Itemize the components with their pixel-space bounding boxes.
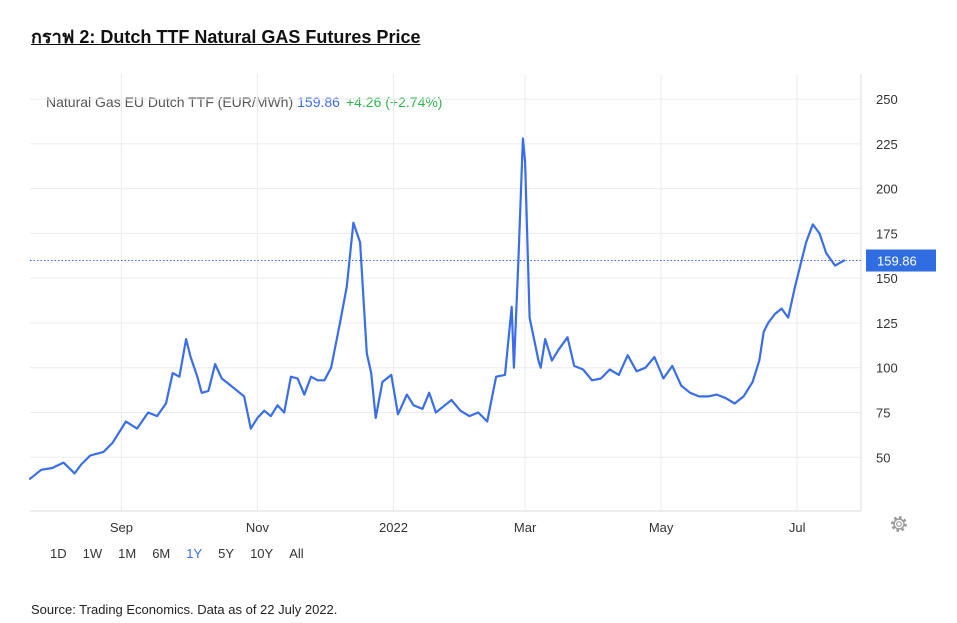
series-name: Natural Gas EU Dutch TTF (EUR/MWh) [46, 94, 294, 110]
range-all[interactable]: All [289, 546, 304, 561]
y-tick-label: 125 [876, 316, 898, 331]
source-note: Source: Trading Economics. Data as of 22… [31, 602, 338, 617]
range-5y[interactable]: 5Y [218, 546, 235, 561]
series-last-value: 159.86 [297, 94, 340, 110]
y-tick-label: 50 [876, 450, 890, 465]
y-tick-label: 250 [876, 92, 898, 107]
y-tick-label: 200 [876, 182, 898, 197]
y-tick-label: 100 [876, 361, 898, 376]
last-value-tag-label: 159.86 [877, 254, 917, 269]
series-change: +4.26 (+2.74%) [345, 94, 443, 110]
x-tick-label: 2022 [379, 520, 408, 535]
price-series-line [28, 137, 846, 480]
last-value-tag [866, 249, 936, 272]
range-1m[interactable]: 1M [118, 546, 137, 561]
chart-heading: กราฟ 2: Dutch TTF Natural GAS Futures Pr… [31, 27, 421, 47]
x-tick-label: Jul [789, 520, 806, 535]
y-tick-label: 175 [876, 226, 898, 241]
x-tick-label: Sep [110, 520, 133, 535]
range-1w[interactable]: 1W [82, 546, 103, 561]
settings-gear-icon[interactable] [889, 514, 909, 534]
range-10y[interactable]: 10Y [250, 546, 274, 561]
y-tick-label: 150 [876, 271, 898, 286]
range-6m[interactable]: 6M [152, 546, 171, 561]
x-tick-label: Mar [514, 520, 537, 535]
y-tick-label: 225 [876, 137, 898, 152]
range-selector: 1D 1W 1M 6M 1Y 5Y 10Y All [50, 546, 320, 561]
range-1y[interactable]: 1Y [186, 546, 203, 561]
x-tick-label: Nov [246, 520, 270, 535]
x-tick-label: May [649, 520, 674, 535]
series-legend: Natural Gas EU Dutch TTF (EUR/MWh) 159.86… [46, 94, 442, 110]
range-1d[interactable]: 1D [50, 546, 67, 561]
y-tick-label: 75 [876, 405, 890, 420]
